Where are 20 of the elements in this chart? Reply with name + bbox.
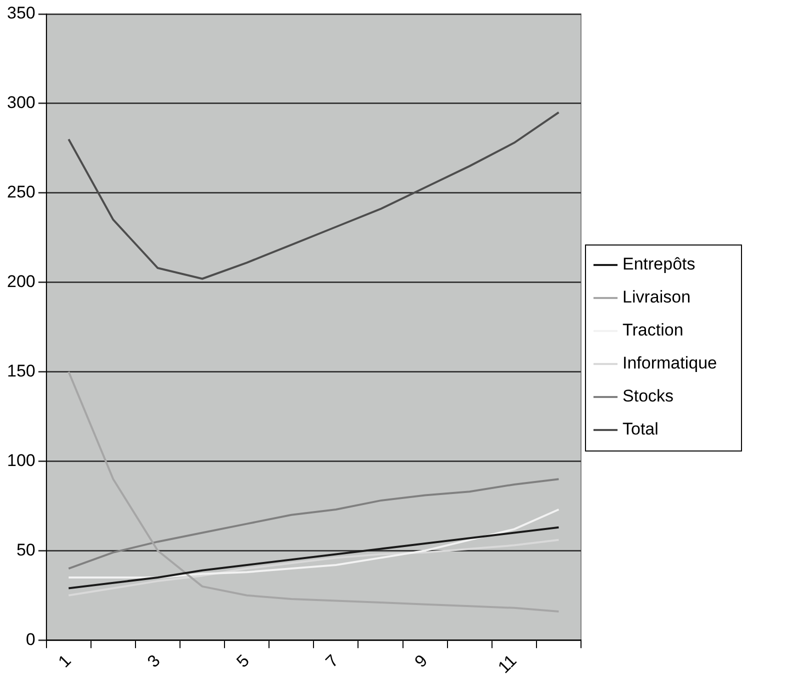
legend-label: Livraison [622,288,691,307]
x-tick-label: 5 [232,651,253,672]
legend-label: Informatique [622,354,718,373]
y-tick-label: 150 [6,361,36,380]
y-tick-label: 100 [6,450,36,470]
y-tick-label: 350 [6,4,36,23]
y-tick-label: 250 [6,182,36,202]
x-tick-label: 3 [144,651,164,672]
x-tick-label: 1 [54,651,75,672]
y-tick-label: 300 [6,93,36,112]
legend-label: Stocks [622,386,674,406]
x-tick-label: 9 [411,651,432,672]
legend-label: Traction [622,320,684,340]
legend-label: Entrepôts [622,254,696,274]
x-tick-label: 7 [322,651,342,672]
legend-label: Total [622,420,658,439]
x-tick-label: 11 [494,651,520,677]
y-tick-label: 200 [6,272,36,292]
y-tick-label: 50 [16,540,36,560]
y-tick-label: 0 [26,630,36,649]
